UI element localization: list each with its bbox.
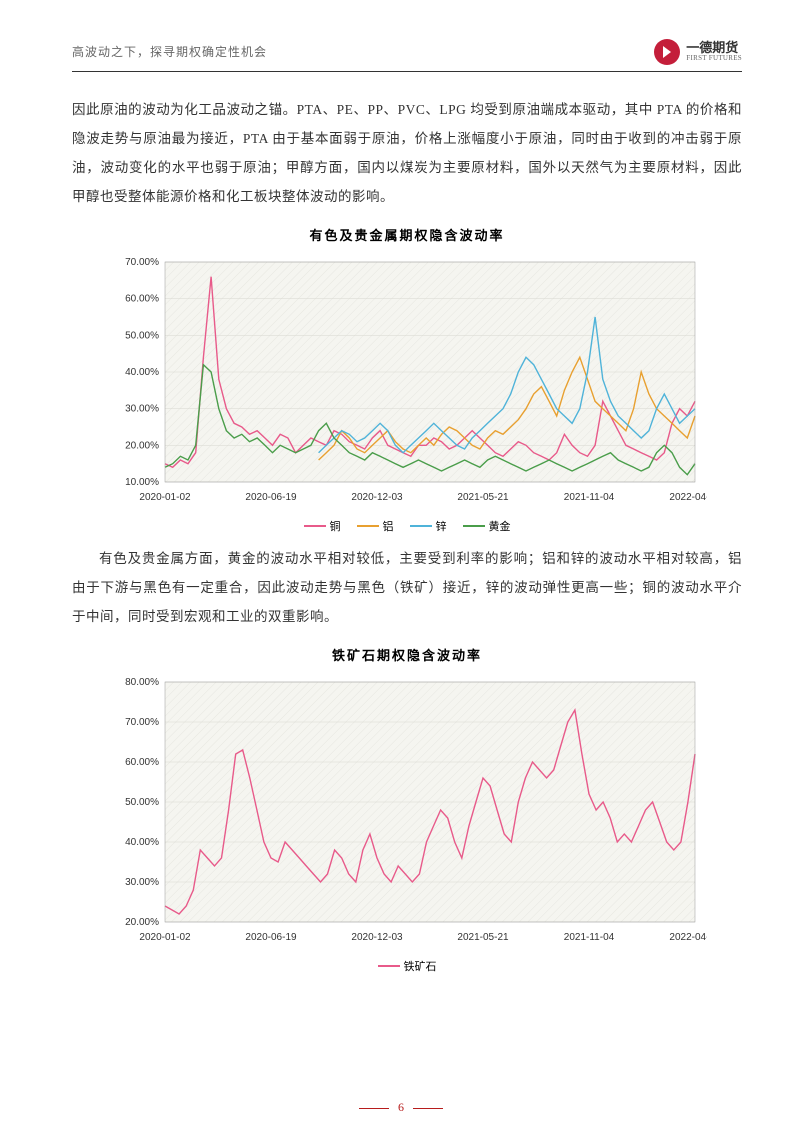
- chart2-container: 20.00% 30.00% 40.00% 50.00% 60.00% 70.00% 80.0…: [107, 672, 707, 952]
- page-number: 6: [398, 1100, 404, 1114]
- svg-text:2021-11-04: 2021-11-04: [564, 932, 615, 943]
- svg-text:80.00%: 80.00%: [125, 677, 159, 688]
- legend-item: 铝: [357, 518, 394, 534]
- page-header: 高波动之下，探寻期权确定性机会 一德期货 FIRST FUTURES: [72, 32, 742, 72]
- legend-item: 铁矿石: [378, 958, 437, 974]
- logo-chinese: 一德期货: [686, 41, 742, 55]
- legend-item: 锌: [410, 518, 447, 534]
- svg-text:50.00%: 50.00%: [125, 797, 159, 808]
- svg-text:2020-06-19: 2020-06-19: [245, 932, 297, 943]
- svg-text:40.00%: 40.00%: [125, 367, 159, 378]
- svg-text:2022-04-20: 2022-04-20: [669, 932, 707, 943]
- page-footer: 6: [0, 1100, 802, 1115]
- svg-text:2022-04-20: 2022-04-20: [669, 492, 707, 503]
- chart1-legend: 铜 铝 锌 黄金: [72, 518, 742, 534]
- legend-label: 铁矿石: [404, 958, 437, 974]
- svg-text:2021-05-21: 2021-05-21: [457, 932, 509, 943]
- svg-text:2020-06-19: 2020-06-19: [245, 492, 297, 503]
- paragraph-2: 有色及贵金属方面，黄金的波动水平相对较低，主要受到利率的影响；铝和锌的波动水平相…: [72, 544, 742, 631]
- header-title: 高波动之下，探寻期权确定性机会: [72, 43, 267, 60]
- logo-text: 一德期货 FIRST FUTURES: [686, 41, 742, 63]
- chart1-container: 10.00% 20.00% 30.00% 40.00% 50.00% 60.00% 70.0…: [107, 252, 707, 512]
- chart2-legend: 铁矿石: [72, 958, 742, 974]
- svg-text:2020-01-02: 2020-01-02: [139, 932, 191, 943]
- svg-text:50.00%: 50.00%: [125, 330, 159, 341]
- chart2-svg: 20.00% 30.00% 40.00% 50.00% 60.00% 70.00% 80.0…: [107, 672, 707, 952]
- chart1-svg: 10.00% 20.00% 30.00% 40.00% 50.00% 60.00% 70.0…: [107, 252, 707, 512]
- svg-text:2020-12-03: 2020-12-03: [351, 492, 403, 503]
- legend-label: 铜: [330, 518, 341, 534]
- company-logo: 一德期货 FIRST FUTURES: [654, 39, 742, 65]
- legend-item: 铜: [304, 518, 341, 534]
- svg-text:30.00%: 30.00%: [125, 404, 159, 415]
- svg-text:40.00%: 40.00%: [125, 837, 159, 848]
- legend-label: 铝: [383, 518, 394, 534]
- svg-text:60.00%: 60.00%: [125, 757, 159, 768]
- logo-english: FIRST FUTURES: [686, 55, 742, 63]
- svg-text:20.00%: 20.00%: [125, 440, 159, 451]
- legend-label: 黄金: [489, 518, 511, 534]
- svg-text:10.00%: 10.00%: [125, 477, 159, 488]
- svg-text:2020-12-03: 2020-12-03: [351, 932, 403, 943]
- svg-text:70.00%: 70.00%: [125, 717, 159, 728]
- svg-text:60.00%: 60.00%: [125, 294, 159, 305]
- paragraph-1: 因此原油的波动为化工品波动之锚。PTA、PE、PP、PVC、LPG 均受到原油端…: [72, 95, 742, 211]
- main-content: 因此原油的波动为化工品波动之锚。PTA、PE、PP、PVC、LPG 均受到原油端…: [72, 95, 742, 984]
- legend-item: 黄金: [463, 518, 511, 534]
- logo-icon: [654, 39, 680, 65]
- chart2-title: 铁矿石期权隐含波动率: [72, 645, 742, 664]
- chart1-title: 有色及贵金属期权隐含波动率: [72, 225, 742, 244]
- svg-text:2021-05-21: 2021-05-21: [457, 492, 509, 503]
- svg-text:20.00%: 20.00%: [125, 917, 159, 928]
- svg-text:30.00%: 30.00%: [125, 877, 159, 888]
- svg-text:2021-11-04: 2021-11-04: [564, 492, 615, 503]
- svg-text:2020-01-02: 2020-01-02: [139, 492, 191, 503]
- legend-label: 锌: [436, 518, 447, 534]
- svg-text:70.00%: 70.00%: [125, 257, 159, 268]
